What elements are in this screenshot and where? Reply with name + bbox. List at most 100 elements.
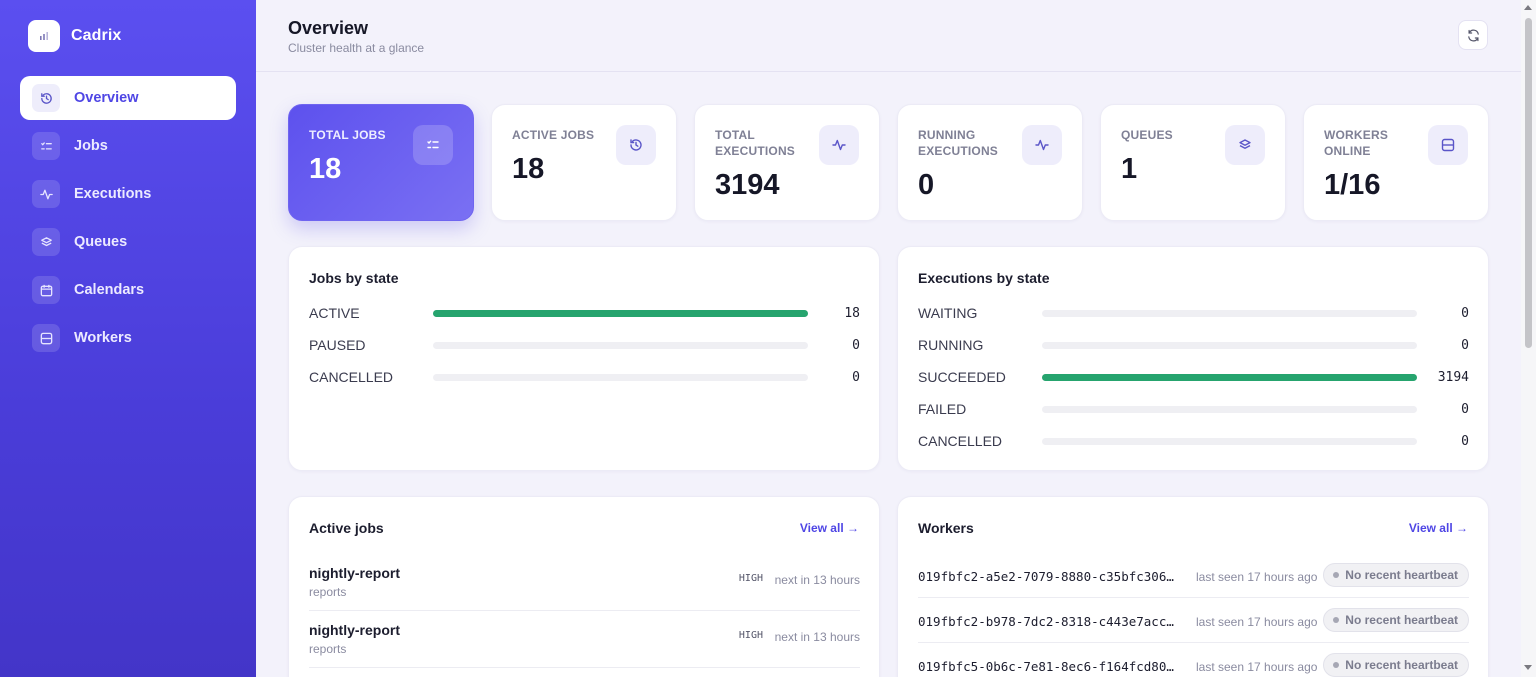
state-bar-row: CANCELLED 0: [918, 432, 1469, 450]
worker-id: 019fbfc5-0b6c-7e81-8ec6-f164fcd80…: [918, 659, 1174, 674]
sidebar-item-label: Jobs: [74, 138, 108, 154]
status-dot-icon: [1333, 662, 1340, 668]
state-count: 0: [1461, 401, 1469, 417]
panel-title: Jobs by state: [309, 270, 399, 286]
worker-last-seen: last seen 17 hours ago: [1196, 615, 1318, 629]
worker-id: 019fbfc2-b978-7dc2-8318-c443e7acc…: [918, 614, 1174, 629]
job-row[interactable]: nightly-report reports HIGH next in 13 h…: [309, 555, 860, 611]
workers-panel: Workers View all → 019fbfc2-a5e2-7079-88…: [897, 496, 1489, 677]
stat-card-workers-online: WORKERS ONLINE 1/16: [1303, 104, 1489, 221]
state-label: CANCELLED: [918, 433, 1003, 449]
stat-value: 0: [918, 169, 935, 201]
job-name: nightly-report: [309, 622, 400, 638]
sidebar-item-jobs[interactable]: Jobs: [20, 124, 236, 168]
state-bar-track: [1042, 309, 1417, 317]
stat-card-active-jobs: ACTIVE JOBS 18: [491, 104, 677, 221]
brand[interactable]: Cadrix: [28, 20, 121, 52]
panel-title: Active jobs: [309, 520, 384, 536]
state-bar-track: [1042, 437, 1417, 445]
worker-last-seen: last seen 17 hours ago: [1196, 660, 1318, 674]
page-title: Overview: [288, 18, 369, 38]
sidebar-item-label: Workers: [74, 330, 132, 346]
view-all-label: View all: [799, 521, 844, 535]
stat-label: RUNNING EXECUTIONS: [918, 128, 999, 158]
stat-value: 3194: [715, 169, 780, 201]
view-all-label: View all: [1408, 521, 1453, 535]
stat-card-queues: QUEUES 1: [1100, 104, 1286, 221]
status-badge: No recent heartbeat: [1323, 608, 1469, 632]
job-row[interactable]: nightly-report reports HIGH next in 13 h…: [309, 612, 860, 668]
activity-icon: [819, 125, 859, 165]
job-queue: reports: [309, 585, 347, 599]
sidebar-item-label: Executions: [74, 186, 152, 202]
status-label: No recent heartbeat: [1345, 613, 1458, 627]
status-label: No recent heartbeat: [1345, 568, 1458, 582]
status-badge: No recent heartbeat: [1323, 563, 1469, 587]
worker-row[interactable]: 019fbfc2-a5e2-7079-8880-c35bfc306… last …: [918, 557, 1469, 602]
scroll-up-arrow-icon[interactable]: [1524, 5, 1532, 10]
history-icon: [616, 125, 656, 165]
state-label: WAITING: [918, 305, 978, 321]
list-icon: [413, 125, 453, 165]
state-label: PAUSED: [309, 337, 366, 353]
sidebar-item-overview[interactable]: Overview: [20, 76, 236, 120]
stat-value: 1/16: [1324, 169, 1381, 201]
layers-icon: [32, 228, 60, 256]
state-bar-track: [1042, 373, 1417, 381]
state-label: CANCELLED: [309, 369, 394, 385]
row-divider: [918, 642, 1469, 643]
state-bar-track: [1042, 405, 1417, 413]
state-bar-fill: [1042, 373, 1417, 381]
scroll-down-arrow-icon[interactable]: [1524, 665, 1532, 670]
executions-by-state-panel: Executions by state WAITING 0 RUNNING 0 SUCC…: [897, 246, 1489, 471]
state-bar-row: SUCCEEDED 3194: [918, 368, 1469, 386]
scroll-thumb[interactable]: [1525, 18, 1532, 348]
state-bar-track: [433, 373, 808, 381]
worker-last-seen: last seen 17 hours ago: [1196, 570, 1318, 584]
state-count: 3194: [1437, 369, 1469, 385]
stat-label: ACTIVE JOBS: [512, 128, 595, 142]
sidebar-item-calendars[interactable]: Calendars: [20, 268, 236, 312]
state-bar-row: FAILED 0: [918, 400, 1469, 418]
sidebar-item-executions[interactable]: Executions: [20, 172, 236, 216]
activity-icon: [32, 180, 60, 208]
list-icon: [32, 132, 60, 160]
panel-title: Workers: [918, 520, 974, 536]
state-count: 0: [1461, 305, 1469, 321]
sidebar: Cadrix Overview Jobs Executions Queues: [0, 0, 256, 677]
job-priority: HIGH: [738, 573, 763, 584]
stat-value: 18: [309, 153, 342, 185]
page-header: Overview Cluster health at a glance: [256, 0, 1521, 72]
status-dot-icon: [1333, 572, 1340, 578]
job-name: nightly-report: [309, 565, 400, 581]
row-divider: [918, 597, 1469, 598]
view-all-workers-link[interactable]: View all →: [1409, 521, 1468, 535]
server-icon: [1428, 125, 1468, 165]
sidebar-item-queues[interactable]: Queues: [20, 220, 236, 264]
layers-icon: [1225, 125, 1265, 165]
state-bar-row: WAITING 0: [918, 304, 1469, 322]
sidebar-item-workers[interactable]: Workers: [20, 316, 236, 360]
view-all-jobs-link[interactable]: View all →: [800, 521, 859, 535]
status-badge: No recent heartbeat: [1323, 653, 1469, 677]
state-bar-fill: [433, 309, 808, 317]
state-bar-row: ACTIVE 18: [309, 304, 860, 322]
refresh-button[interactable]: [1458, 20, 1488, 50]
page-scrollbar[interactable]: [1521, 0, 1536, 677]
sidebar-item-label: Queues: [74, 234, 128, 250]
state-bar-track: [433, 341, 808, 349]
jobs-by-state-panel: Jobs by state ACTIVE 18 PAUSED 0 CANCELLED 0: [288, 246, 880, 471]
state-label: SUCCEEDED: [918, 369, 1006, 385]
worker-row[interactable]: 019fbfc2-b978-7dc2-8318-c443e7acc… last …: [918, 602, 1469, 647]
state-bar-row: CANCELLED 0: [309, 368, 860, 386]
stat-label: WORKERS ONLINE: [1324, 128, 1389, 158]
job-priority: HIGH: [738, 630, 763, 641]
sidebar-item-label: Overview: [74, 90, 139, 106]
sidebar-item-label: Calendars: [74, 282, 145, 298]
worker-row[interactable]: 019fbfc5-0b6c-7e81-8ec6-f164fcd80… last …: [918, 647, 1469, 677]
calendar-icon: [32, 276, 60, 304]
state-count: 0: [1461, 433, 1469, 449]
state-bar-track: [433, 309, 808, 317]
page-subtitle: Cluster health at a glance: [288, 41, 425, 55]
stat-value: 1: [1121, 153, 1138, 185]
